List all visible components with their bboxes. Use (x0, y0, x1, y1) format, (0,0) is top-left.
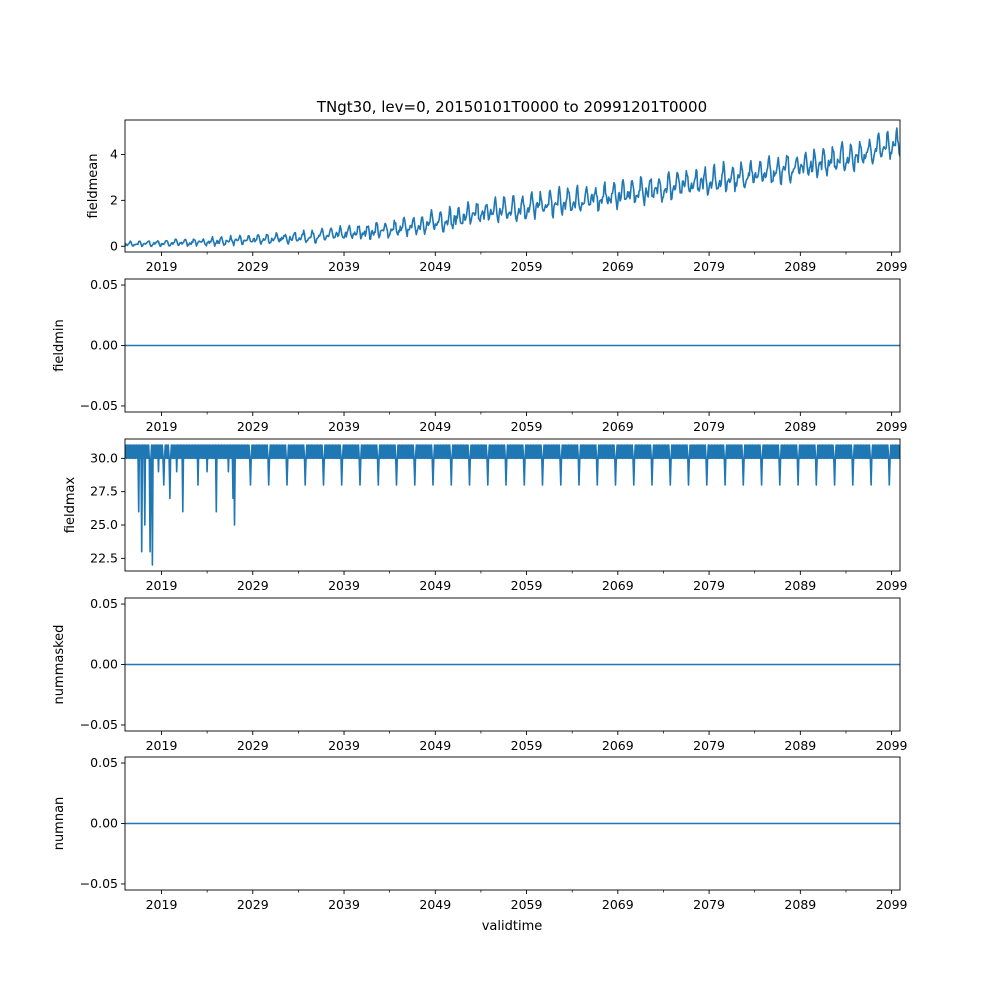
fieldmean-xtick-label: 2029 (237, 259, 269, 274)
fieldmean-xtick-label: 2059 (511, 259, 543, 274)
fieldmin-xtick-label: 2089 (784, 419, 816, 434)
fieldmax-xtick-label: 2089 (784, 578, 816, 593)
fieldmean-xtick-label: 2039 (328, 259, 360, 274)
chart-title: TNgt30, lev=0, 20150101T0000 to 20991201… (316, 98, 707, 116)
nummasked-xtick-label: 2019 (146, 738, 178, 753)
numnan-xtick-label: 2039 (328, 897, 360, 912)
numnan-ytick-label: 0.00 (90, 816, 118, 831)
fieldmax-xtick-label: 2039 (328, 578, 360, 593)
fieldmax-xtick-label: 2069 (602, 578, 634, 593)
fieldmax-xtick-label: 2029 (237, 578, 269, 593)
fieldmin-xtick-label: 2049 (419, 419, 451, 434)
numnan-xtick-label: 2079 (693, 897, 725, 912)
fieldmean-axes-frame (124, 119, 901, 253)
numnan-ylabel: numnan (52, 797, 67, 851)
numnan-xtick-label: 2069 (602, 897, 634, 912)
panel-fieldmax: 22.5 25.0 27.5 30.0 fieldmax 2019 2029 2039 2049… (63, 438, 908, 593)
fieldmean-xtick-label: 2089 (784, 259, 816, 274)
numnan-xtick-label: 2019 (146, 897, 178, 912)
fieldmax-ytick-label: 30.0 (90, 450, 118, 465)
numnan-xtick-label: 2029 (237, 897, 269, 912)
nummasked-xtick-label: 2029 (237, 738, 269, 753)
fieldmean-ytick-label: 0 (110, 238, 118, 253)
fieldmax-ylabel: fieldmax (63, 477, 78, 534)
fieldmin-xtick-label: 2059 (511, 419, 543, 434)
fieldmean-xtick-label: 2079 (693, 259, 725, 274)
nummasked-xtick-label: 2039 (328, 738, 360, 753)
fieldmin-xtick-label: 2029 (237, 419, 269, 434)
nummasked-xtick-label: 2069 (602, 738, 634, 753)
nummasked-xtick-label: 2059 (511, 738, 543, 753)
nummasked-ytick-label: 0.00 (90, 657, 118, 672)
fieldmax-axes-frame (124, 438, 901, 572)
panel-fieldmin: −0.05 0.00 0.05 fieldmin 2019 2029 2039 2049 205… (52, 277, 908, 434)
fieldmin-xtick-label: 2019 (146, 419, 178, 434)
fieldmin-xtick-label: 2039 (328, 419, 360, 434)
fieldmax-xtick-label: 2019 (146, 578, 178, 593)
fieldmin-xtick-label: 2079 (693, 419, 725, 434)
fieldmax-ytick-label: 22.5 (90, 550, 118, 565)
fieldmean-series-line (125, 127, 900, 248)
fieldmin-ytick-label: −0.05 (80, 398, 118, 413)
x-axis-label: validtime (482, 919, 543, 934)
numnan-ytick-label: −0.05 (80, 876, 118, 891)
fieldmin-xtick-label: 2099 (876, 419, 908, 434)
nummasked-xtick-label: 2099 (876, 738, 908, 753)
fieldmin-ytick-label: 0.00 (90, 338, 118, 353)
fieldmean-xtick-label: 2099 (876, 259, 908, 274)
numnan-xtick-label: 2099 (876, 897, 908, 912)
fieldmax-ytick-label: 27.5 (90, 484, 118, 499)
panel-numnan: −0.05 0.00 0.05 numnan 2019 2029 2039 2049 2059 2… (52, 755, 908, 912)
fieldmax-xtick-label: 2059 (511, 578, 543, 593)
numnan-xtick-label: 2049 (419, 897, 451, 912)
nummasked-xtick-label: 2049 (419, 738, 451, 753)
fieldmin-ytick-label: 0.05 (90, 277, 118, 292)
fieldmin-ylabel: fieldmin (52, 319, 67, 372)
fieldmean-ytick-label: 4 (110, 146, 118, 161)
fieldmax-ytick-label: 25.0 (90, 517, 118, 532)
nummasked-xtick-label: 2079 (693, 738, 725, 753)
fieldmax-series-line (125, 444, 900, 566)
numnan-xtick-label: 2059 (511, 897, 543, 912)
fieldmax-xtick-label: 2099 (876, 578, 908, 593)
fieldmean-ytick-label: 2 (110, 192, 118, 207)
fieldmean-xtick-label: 2069 (602, 259, 634, 274)
fieldmax-xtick-label: 2049 (419, 578, 451, 593)
numnan-xtick-label: 2089 (784, 897, 816, 912)
fieldmin-xtick-label: 2069 (602, 419, 634, 434)
nummasked-ytick-label: −0.05 (80, 717, 118, 732)
panel-nummasked: −0.05 0.00 0.05 nummasked 2019 2029 2039 2049 20… (52, 596, 908, 753)
fieldmax-xtick-label: 2079 (693, 578, 725, 593)
numnan-ytick-label: 0.05 (90, 755, 118, 770)
nummasked-ytick-label: 0.05 (90, 596, 118, 611)
fieldmean-ylabel: fieldmean (86, 154, 101, 219)
nummasked-ylabel: nummasked (52, 625, 67, 705)
fieldmean-xtick-label: 2049 (419, 259, 451, 274)
nummasked-xtick-label: 2089 (784, 738, 816, 753)
fieldmean-xtick-label: 2019 (146, 259, 178, 274)
panel-fieldmean: 0 2 4 fieldmean 2019 2029 2039 2049 2059 2069 2079… (86, 119, 908, 274)
